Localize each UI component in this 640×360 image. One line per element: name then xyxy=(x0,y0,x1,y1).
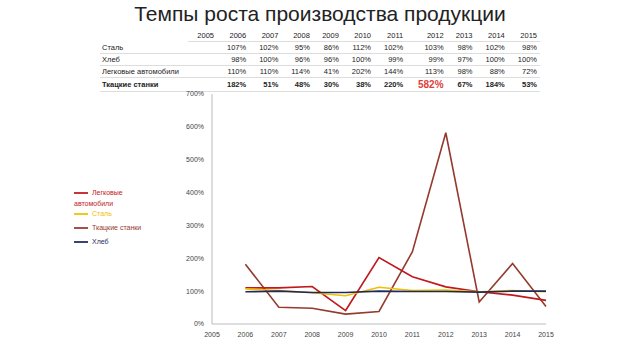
html-text:102%: 102% xyxy=(259,43,279,52)
html-text:96%: 96% xyxy=(323,55,339,64)
svg-text:200%: 200% xyxy=(186,255,204,262)
html-text:51%: 51% xyxy=(263,80,279,89)
svg-text:2005: 2005 xyxy=(204,331,220,338)
svg-text:700%: 700% xyxy=(186,90,204,97)
html-text:98%: 98% xyxy=(457,67,473,76)
html-text:67%: 67% xyxy=(457,80,473,89)
html-text:30%: 30% xyxy=(323,80,339,89)
html-text:184%: 184% xyxy=(485,80,505,89)
html-text:98%: 98% xyxy=(231,55,247,64)
html-text:88%: 88% xyxy=(489,67,505,76)
html-text:Сталь: Сталь xyxy=(92,209,112,217)
html-text:2013: 2013 xyxy=(455,31,473,40)
html-text:100%: 100% xyxy=(485,55,505,64)
html-text:Темпы роста производства проду: Темпы роста производства продукции xyxy=(134,2,506,25)
html-text:202%: 202% xyxy=(351,67,371,76)
svg-text:2014: 2014 xyxy=(505,331,521,338)
html-text:100%: 100% xyxy=(517,55,537,64)
html-text:48%: 48% xyxy=(294,80,310,89)
html-text:144%: 144% xyxy=(384,67,404,76)
html-text:112%: 112% xyxy=(352,43,371,52)
html-text:2009: 2009 xyxy=(322,31,339,40)
html-text:2007: 2007 xyxy=(261,31,279,40)
html-text:110%: 110% xyxy=(227,67,247,76)
html-text:102%: 102% xyxy=(384,43,404,52)
html-text:86%: 86% xyxy=(323,43,339,52)
svg-text:2007: 2007 xyxy=(271,331,287,338)
svg-text:2011: 2011 xyxy=(405,331,420,338)
html-text:110%: 110% xyxy=(259,67,279,76)
html-text:98%: 98% xyxy=(457,43,473,52)
svg-text:600%: 600% xyxy=(186,123,204,130)
html-text:100%: 100% xyxy=(351,55,371,64)
html-text:2010: 2010 xyxy=(354,31,371,40)
svg-text:2013: 2013 xyxy=(471,331,487,338)
html-text:100%: 100% xyxy=(259,55,279,64)
html-text:2015: 2015 xyxy=(520,31,537,40)
html-text:114%: 114% xyxy=(291,67,310,76)
svg-text:2008: 2008 xyxy=(304,331,320,338)
svg-text:2010: 2010 xyxy=(371,331,387,338)
html-text:113%: 113% xyxy=(424,67,444,76)
html-text:Ткацкие станки: Ткацкие станки xyxy=(102,80,159,89)
html-text:2006: 2006 xyxy=(229,31,247,40)
html-text:2008: 2008 xyxy=(293,31,310,40)
svg-text:500%: 500% xyxy=(186,156,204,163)
html-text:Хлеб: Хлеб xyxy=(92,237,109,245)
html-text:103%: 103% xyxy=(424,43,444,52)
html-text:Хлеб: Хлеб xyxy=(102,55,120,64)
html-text:41%: 41% xyxy=(323,67,339,76)
svg-text:2012: 2012 xyxy=(438,331,454,338)
html-text:95%: 95% xyxy=(294,43,310,52)
html-text:Сталь: Сталь xyxy=(102,42,124,52)
html-text:102%: 102% xyxy=(485,43,505,52)
html-text:Ткацкие станки: Ткацкие станки xyxy=(92,223,142,231)
html-text:582%: 582% xyxy=(418,79,444,90)
svg-text:2015: 2015 xyxy=(538,331,554,338)
html-text:2011: 2011 xyxy=(387,31,404,40)
html-text:2005: 2005 xyxy=(197,31,214,40)
html-text:Легковые автомобили: Легковые автомобили xyxy=(102,67,179,76)
svg-text:400%: 400% xyxy=(186,189,204,196)
svg-text:2009: 2009 xyxy=(338,331,354,338)
html-text:98%: 98% xyxy=(522,43,537,52)
svg-text:0%: 0% xyxy=(194,320,204,327)
html-text:107%: 107% xyxy=(227,43,247,52)
html-text:99%: 99% xyxy=(428,55,444,64)
html-text:Легковые автомобили: Легковые автомобили xyxy=(74,188,123,207)
html-text:72%: 72% xyxy=(522,67,537,76)
html-text:220%: 220% xyxy=(384,80,404,89)
html-text:97%: 97% xyxy=(457,55,473,64)
html-text:99%: 99% xyxy=(388,55,404,64)
html-text:96%: 96% xyxy=(294,55,310,64)
svg-text:100%: 100% xyxy=(186,288,204,295)
html-text:38%: 38% xyxy=(356,80,371,89)
svg-text:300%: 300% xyxy=(186,222,204,229)
svg-text:2006: 2006 xyxy=(238,331,254,338)
html-text:182%: 182% xyxy=(227,80,247,89)
html-text:2012: 2012 xyxy=(426,31,444,40)
html-text:2014: 2014 xyxy=(488,31,505,40)
html-text:53%: 53% xyxy=(522,80,537,89)
